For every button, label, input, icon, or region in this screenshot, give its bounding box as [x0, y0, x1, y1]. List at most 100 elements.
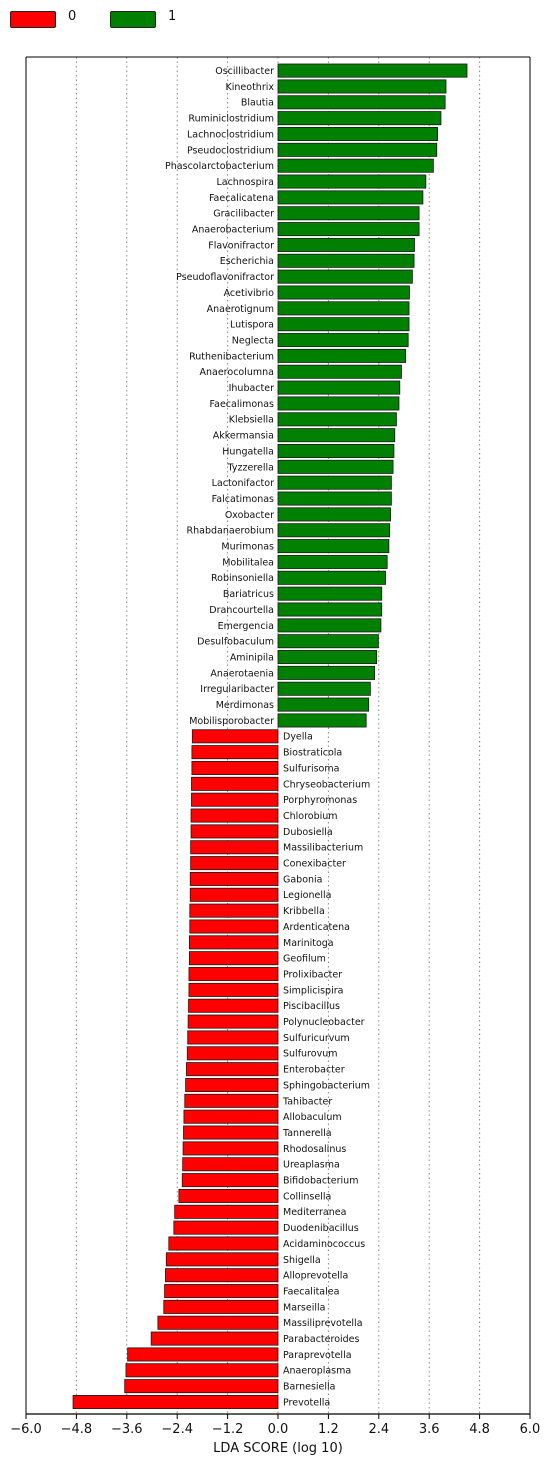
bar-label-pseudoclostridium: Pseudoclostridium — [187, 145, 274, 156]
bar-lachnospira — [277, 174, 427, 189]
bar-mobilisporobacter — [277, 713, 367, 728]
x-axis: −6.0 −4.8 −3.6 −2.4 −1.2 0.0 1.2 2.4 3.6 4.8 6.0 — [10, 56, 540, 1437]
bar-collinsella — [178, 1188, 279, 1203]
bar-simplicispira — [188, 982, 279, 997]
bar-label-enterobacter: Enterobacter — [283, 1065, 345, 1076]
bar-label-hungatella: Hungatella — [222, 446, 274, 457]
bar-label-robinsoniella: Robinsoniella — [211, 573, 274, 584]
bar-klebsiella — [277, 412, 397, 427]
bar-murimonas — [277, 539, 390, 554]
bar-phascolarctobacterium — [277, 158, 434, 173]
bar-label-marseilla: Marseilla — [283, 1302, 325, 1313]
bar-label-massilibacterium: Massilibacterium — [283, 843, 363, 854]
legend-label-1: 1 — [168, 9, 177, 24]
bar-conexibacter — [190, 856, 279, 871]
bar-label-lachnoclostridium: Lachnoclostridium — [187, 129, 274, 140]
bar-label-neglecta: Neglecta — [232, 335, 274, 346]
bar-label-pseudoflavonifractor: Pseudoflavonifractor — [176, 272, 274, 283]
bar-faecalitalea — [164, 1284, 279, 1299]
bar-pseudoclostridium — [277, 142, 438, 157]
bar-anaerotignum — [277, 301, 410, 316]
bar-label-lachnospira: Lachnospira — [216, 177, 274, 188]
bar-acetivibrio — [277, 285, 410, 300]
bar-label-gabonia: Gabonia — [283, 874, 323, 885]
bar-paraprevotella — [127, 1347, 279, 1362]
bar-ruminiclostridium — [277, 111, 442, 126]
bar-ihubacter — [277, 380, 401, 395]
bar-rhabdanaerobium — [277, 523, 391, 538]
bar-label-sulfurovum: Sulfurovum — [283, 1049, 337, 1060]
bar-blautia — [277, 95, 446, 110]
bar-label-murimonas: Murimonas — [221, 542, 274, 553]
bar-label-shigella: Shigella — [283, 1255, 321, 1266]
bar-bifidobacterium — [181, 1173, 279, 1188]
bar-robinsoniella — [277, 570, 386, 585]
bar-geofilum — [188, 951, 279, 966]
bar-barnesiella — [124, 1379, 279, 1394]
bar-label-anaerotignum: Anaerotignum — [207, 304, 274, 315]
x-tick-label-3: −2.4 — [161, 1422, 193, 1437]
bar-rhodosalinus — [182, 1141, 279, 1156]
bar-label-ihubacter: Ihubacter — [229, 383, 274, 394]
bar-label-flavonifractor: Flavonifractor — [208, 240, 274, 251]
bar-sulfurovum — [186, 1046, 279, 1061]
bar-label-piscibacillus: Piscibacillus — [283, 1001, 340, 1012]
bar-kribbella — [189, 903, 279, 918]
bar-label-paraprevotella: Paraprevotella — [283, 1350, 352, 1361]
bar-label-sulfuricurvum: Sulfuricurvum — [283, 1033, 350, 1044]
bar-lactonifactor — [277, 475, 392, 490]
bar-label-biostraticola: Biostraticola — [283, 748, 342, 759]
bar-gracilibacter — [277, 206, 420, 221]
bar-faecalimonas — [277, 396, 400, 411]
x-axis-title: LDA SCORE (log 10) — [213, 1441, 343, 1456]
bar-marseilla — [163, 1299, 279, 1314]
legend-swatch-1 — [110, 11, 156, 28]
bar-label-simplicispira: Simplicispira — [283, 985, 343, 996]
bar-label-merdimonas: Merdimonas — [216, 700, 274, 711]
bar-label-mobilitalea: Mobilitalea — [222, 557, 274, 568]
bar-labels: Oscillibacter Kineothrix Blautia Ruminiclos… — [165, 66, 370, 1408]
bar-ureaplasma — [182, 1157, 279, 1172]
bar-label-desulfobaculum: Desulfobaculum — [197, 637, 274, 648]
bar-label-faecalimonas: Faecalimonas — [210, 399, 274, 410]
bar-label-rhodosalinus: Rhodosalinus — [283, 1144, 346, 1155]
bar-acidaminococcus — [168, 1236, 279, 1251]
bar-flavonifractor — [277, 237, 415, 252]
bar-label-anaerotaenia: Anaerotaenia — [210, 668, 274, 679]
bar-label-ruthenibacterium: Ruthenibacterium — [189, 351, 274, 362]
bar-label-collinsella: Collinsella — [283, 1191, 331, 1202]
bar-lachnoclostridium — [277, 127, 439, 142]
bar-massiliprevotella — [157, 1315, 279, 1330]
bar-label-lactonifactor: Lactonifactor — [212, 478, 274, 489]
bar-porphyromonas — [191, 792, 279, 807]
bar-kineothrix — [277, 79, 447, 94]
bar-duodenibacillus — [173, 1220, 279, 1235]
bar-label-acetivibrio: Acetivibrio — [224, 288, 275, 299]
bar-akkermansia — [277, 428, 396, 443]
bar-anaerobacterium — [277, 222, 420, 237]
bar-label-acidaminococcus: Acidaminococcus — [283, 1239, 365, 1250]
bar-faecalicatena — [277, 190, 424, 205]
bar-ardenticatena — [189, 919, 279, 934]
bar-label-dubosiella: Dubosiella — [283, 827, 333, 838]
bar-label-faecalitalea: Faecalitalea — [283, 1286, 339, 1297]
bar-label-porphyromonas: Porphyromonas — [283, 795, 357, 806]
bar-ruthenibacterium — [277, 348, 407, 363]
bar-tahibacter — [184, 1093, 279, 1108]
bar-label-prolixibacter: Prolixibacter — [283, 969, 342, 980]
bar-prolixibacter — [188, 967, 279, 982]
bar-label-alloprevotella: Alloprevotella — [283, 1271, 348, 1282]
bar-sulfuricurvum — [187, 1030, 279, 1045]
bar-merdimonas — [277, 697, 370, 712]
bar-gabonia — [189, 871, 279, 886]
bar-drancourtella — [277, 602, 383, 617]
bar-hungatella — [277, 443, 395, 458]
bar-label-kribbella: Kribbella — [283, 906, 325, 917]
bar-label-ardenticatena: Ardenticatena — [283, 922, 350, 933]
bar-label-parabacteroides: Parabacteroides — [283, 1334, 360, 1345]
bar-marinitoga — [188, 935, 279, 950]
bar-label-rhabdanaerobium: Rhabdanaerobium — [187, 526, 274, 537]
bar-label-sulfurisoma: Sulfurisoma — [283, 763, 339, 774]
x-tick-label-7: 2.4 — [368, 1422, 389, 1437]
bar-label-klebsiella: Klebsiella — [229, 415, 274, 426]
